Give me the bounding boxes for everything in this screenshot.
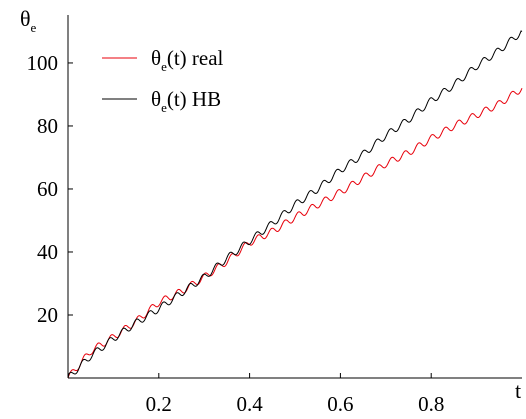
x-tick-label: 0.4 [236,392,263,416]
y-ticks: 20 40 60 80 100 [27,51,73,327]
y-axis: 20 40 60 80 100 θe [20,6,73,378]
y-tick-label: 20 [37,303,58,327]
y-tick-label: 40 [37,240,58,264]
x-tick-label: 0.2 [146,392,172,416]
x-axis-label: t [515,378,521,403]
legend-entry-label: θe(t) real [151,46,224,74]
legend-entry-label: θe(t) HB [151,87,221,115]
series-line-1 [67,87,523,379]
y-tick-label: 60 [37,177,58,201]
series-line-2 [67,30,523,379]
x-tick-label: 0.6 [327,392,353,416]
x-ticks: 0.2 0.4 0.6 0.8 [146,373,444,416]
series-layer [67,30,523,379]
y-tick-label: 100 [27,51,59,75]
x-axis: 0.2 0.4 0.6 0.8 t [68,373,522,416]
y-axis-label: θe [20,6,37,35]
y-tick-label: 80 [37,114,58,138]
legend: θe(t) real θe(t) HB [102,46,224,115]
x-tick-label: 0.8 [418,392,444,416]
